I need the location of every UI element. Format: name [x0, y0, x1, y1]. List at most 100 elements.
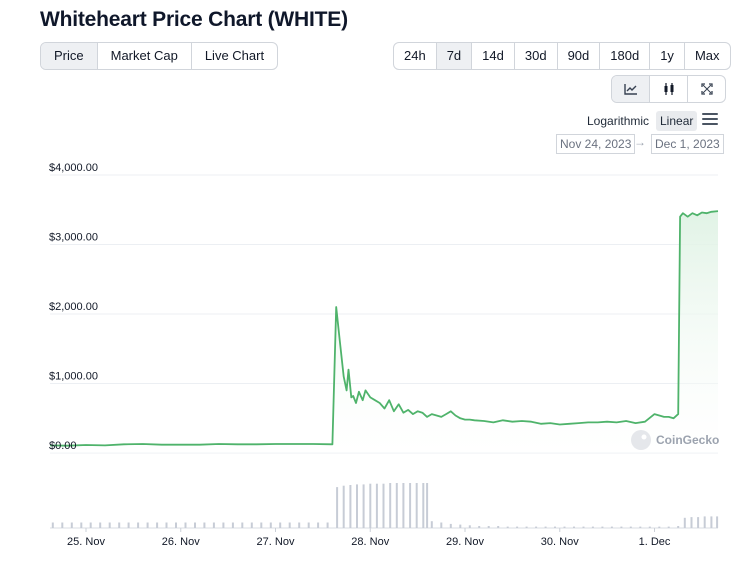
volume-bar: [156, 522, 159, 528]
volume-bar: [478, 526, 481, 528]
volume-bar: [610, 526, 613, 528]
line-chart-view-button[interactable]: [612, 76, 649, 102]
range-30d[interactable]: 30d: [513, 43, 557, 69]
volume-bar: [449, 523, 452, 528]
range-tab-group: 24h 7d 14d 30d 90d 180d 1y Max: [393, 42, 731, 70]
volume-bar: [356, 484, 358, 528]
volume-bar: [108, 522, 111, 528]
y-tick-label: $3,000.00: [49, 232, 98, 244]
x-tick-label: 27. Nov: [257, 536, 295, 548]
candlestick-icon: [664, 83, 673, 95]
tab-market-cap[interactable]: Market Cap: [96, 43, 191, 69]
volume-bar: [415, 483, 418, 528]
volume-bar: [525, 526, 528, 528]
volume-bar: [175, 522, 177, 528]
volume-bar: [658, 526, 661, 528]
volume-bar: [677, 526, 680, 528]
volume-bar: [349, 485, 352, 528]
expand-icon: [700, 83, 713, 95]
chart-menu-icon[interactable]: [702, 113, 718, 127]
volume-bar: [184, 522, 187, 528]
tab-price[interactable]: Price: [41, 43, 97, 69]
volume-bar: [395, 483, 398, 528]
range-1y[interactable]: 1y: [649, 43, 684, 69]
volume-bar: [591, 526, 594, 528]
volume-bar: [279, 522, 282, 528]
volume-bar: [146, 522, 149, 528]
volume-bar: [506, 526, 509, 528]
volume-bar: [389, 483, 392, 528]
scale-logarithmic-option[interactable]: Logarithmic: [587, 114, 650, 128]
line-chart-icon: [623, 84, 637, 95]
price-area-fill: [50, 211, 718, 453]
y-tick-label: $0.00: [49, 440, 77, 452]
watermark-text: CoinGecko: [656, 433, 719, 447]
x-tick-label: 25. Nov: [67, 536, 105, 548]
volume-bar: [70, 522, 73, 528]
date-from-input[interactable]: Nov 24, 2023: [556, 134, 636, 154]
volume-bar: [362, 484, 365, 528]
range-180d[interactable]: 180d: [599, 43, 649, 69]
volume-bar: [710, 516, 713, 528]
volume-bar: [222, 522, 225, 528]
volume-bar: [336, 487, 339, 528]
volume-bar: [402, 483, 405, 528]
volume-bar: [639, 526, 642, 528]
volume-bar: [554, 526, 556, 528]
volume-bar: [317, 522, 320, 528]
x-tick-label: 28. Nov: [351, 536, 389, 548]
volume-bar: [497, 526, 500, 528]
scale-linear-option[interactable]: Linear: [656, 111, 698, 131]
range-90d[interactable]: 90d: [556, 43, 600, 69]
range-7d[interactable]: 7d: [435, 43, 472, 69]
volume-bar: [203, 522, 206, 528]
volume-bar: [468, 525, 471, 528]
volume-bar: [342, 485, 345, 528]
price-chart: $0.00 $1,000.00 $2,000.00 $3,000.00 $4,000.0…: [49, 162, 719, 548]
volume-bar: [648, 526, 651, 528]
date-to-input[interactable]: Dec 1, 2023: [651, 134, 724, 154]
volume-bar: [80, 522, 83, 528]
coingecko-logo-icon: [631, 430, 651, 450]
volume-bar: [118, 522, 121, 528]
range-24h[interactable]: 24h: [404, 48, 426, 63]
volume-bar: [375, 483, 378, 528]
volume-bar: [409, 483, 412, 528]
volume-bar: [430, 521, 433, 528]
volume-bar: [231, 522, 234, 528]
range-max[interactable]: Max: [683, 43, 730, 69]
volume-bar: [61, 522, 64, 528]
volume-bar: [127, 522, 130, 528]
volume-bar: [573, 526, 575, 528]
volume-bar: [382, 483, 385, 528]
volume-bar: [250, 522, 253, 528]
volume-bar: [440, 522, 443, 528]
tab-live-chart[interactable]: Live Chart: [190, 43, 277, 69]
volume-bar: [667, 526, 670, 528]
volume-bar: [683, 517, 686, 528]
y-tick-label: $4,000.00: [49, 162, 98, 174]
volume-bar: [307, 522, 310, 528]
volume-bar: [544, 526, 547, 528]
volume-bar: [269, 522, 272, 528]
volume-bar: [51, 522, 54, 528]
x-tick-label: 30. Nov: [541, 536, 579, 548]
volume-bar: [690, 517, 693, 528]
fullscreen-button[interactable]: [687, 76, 725, 102]
volume-bar: [288, 522, 291, 528]
volume-bar: [487, 526, 490, 528]
view-tab-group: [611, 75, 726, 103]
volume-bar: [629, 526, 632, 528]
date-range-arrow: →: [634, 135, 646, 149]
volume-bar: [601, 526, 604, 528]
volume-bar: [697, 517, 700, 528]
volume-bar: [260, 522, 263, 528]
volume-bar: [703, 516, 706, 528]
volume-bar: [194, 522, 196, 528]
range-14d[interactable]: 14d: [471, 43, 514, 69]
x-tick-label: 26. Nov: [162, 536, 200, 548]
price-line: [49, 210, 719, 447]
candlestick-view-button[interactable]: [649, 76, 687, 102]
volume-bar: [535, 526, 538, 528]
volume-bar: [369, 483, 372, 528]
